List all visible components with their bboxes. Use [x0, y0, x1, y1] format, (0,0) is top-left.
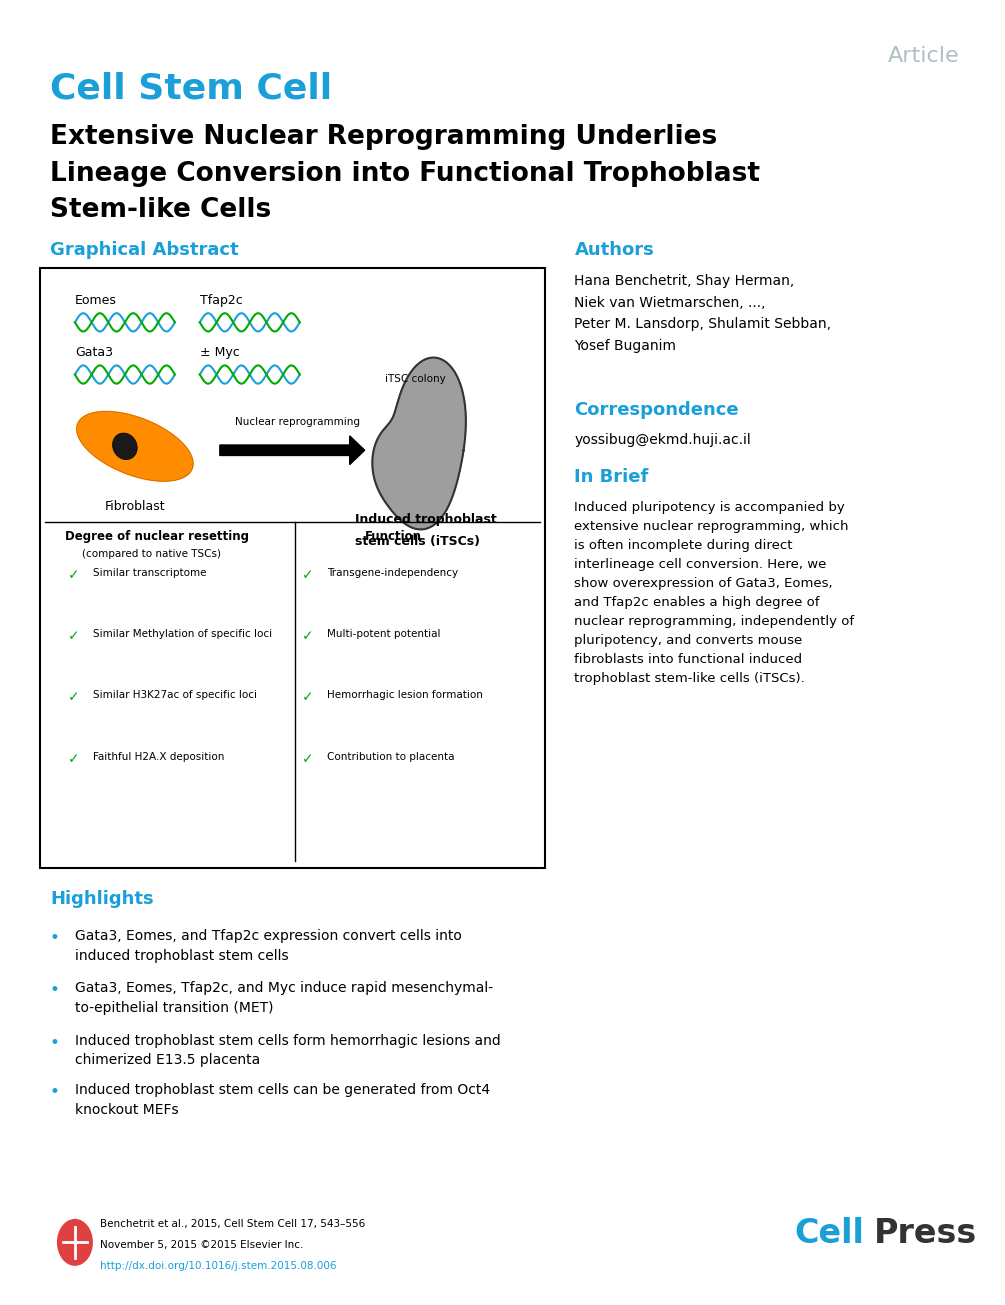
Text: Graphical Abstract: Graphical Abstract [50, 241, 238, 260]
Text: Similar H3K27ac of specific loci: Similar H3K27ac of specific loci [92, 690, 257, 701]
Text: Degree of nuclear resetting: Degree of nuclear resetting [65, 530, 249, 543]
Text: http://dx.doi.org/10.1016/j.stem.2015.08.006: http://dx.doi.org/10.1016/j.stem.2015.08… [99, 1261, 337, 1271]
Text: Lineage Conversion into Functional Trophoblast: Lineage Conversion into Functional Troph… [50, 161, 760, 187]
Text: Contribution to placenta: Contribution to placenta [327, 752, 454, 762]
Text: Article: Article [887, 46, 959, 65]
Text: Cell Stem Cell: Cell Stem Cell [50, 72, 332, 106]
Text: Highlights: Highlights [50, 890, 154, 908]
Text: Hana Benchetrit, Shay Herman,
Niek van Wietmarschen, ...,
Peter M. Lansdorp, Shu: Hana Benchetrit, Shay Herman, Niek van W… [575, 274, 831, 354]
FancyBboxPatch shape [40, 268, 545, 868]
Text: November 5, 2015 ©2015 Elsevier Inc.: November 5, 2015 ©2015 Elsevier Inc. [99, 1240, 304, 1250]
Text: Benchetrit et al., 2015, Cell Stem Cell 17, 543–556: Benchetrit et al., 2015, Cell Stem Cell … [99, 1219, 365, 1229]
Text: Correspondence: Correspondence [575, 401, 739, 419]
Text: ✓: ✓ [302, 752, 314, 766]
Polygon shape [372, 358, 466, 530]
Text: Induced trophoblast stem cells form hemorrhagic lesions and
chimerized E13.5 pla: Induced trophoblast stem cells form hemo… [75, 1034, 500, 1067]
Text: Tfap2c: Tfap2c [200, 294, 242, 307]
Text: ✓: ✓ [302, 568, 314, 582]
Text: Similar Methylation of specific loci: Similar Methylation of specific loci [92, 629, 272, 639]
Text: Eomes: Eomes [75, 294, 117, 307]
Text: stem cells (iTSCs): stem cells (iTSCs) [355, 535, 479, 548]
Text: Similar transcriptome: Similar transcriptome [92, 568, 206, 578]
Text: Induced pluripotency is accompanied by
extensive nuclear reprogramming, which
is: Induced pluripotency is accompanied by e… [575, 501, 854, 685]
Text: Cell: Cell [794, 1216, 864, 1250]
Text: ✓: ✓ [302, 629, 314, 643]
Text: •: • [50, 981, 60, 1000]
Text: Faithful H2A.X deposition: Faithful H2A.X deposition [92, 752, 224, 762]
Text: •: • [50, 1083, 60, 1101]
Text: ✓: ✓ [68, 629, 79, 643]
Text: •: • [50, 929, 60, 947]
Text: •: • [50, 1034, 60, 1052]
Text: ✓: ✓ [68, 752, 79, 766]
Text: (compared to native TSCs): (compared to native TSCs) [82, 549, 221, 560]
Circle shape [57, 1219, 92, 1266]
Text: Induced trophoblast stem cells can be generated from Oct4
knockout MEFs: Induced trophoblast stem cells can be ge… [75, 1083, 490, 1117]
Text: Hemorrhagic lesion formation: Hemorrhagic lesion formation [327, 690, 482, 701]
Text: ✓: ✓ [68, 690, 79, 705]
Text: Extensive Nuclear Reprogramming Underlies: Extensive Nuclear Reprogramming Underlie… [50, 124, 718, 150]
Polygon shape [76, 411, 193, 482]
Text: Press: Press [874, 1216, 978, 1250]
Text: Multi-potent potential: Multi-potent potential [327, 629, 440, 639]
Ellipse shape [113, 433, 138, 459]
Text: ± Myc: ± Myc [200, 346, 239, 359]
Text: Fibroblast: Fibroblast [105, 500, 166, 513]
Text: Gata3, Eomes, and Tfap2c expression convert cells into
induced trophoblast stem : Gata3, Eomes, and Tfap2c expression conv… [75, 929, 462, 963]
FancyArrow shape [220, 436, 365, 465]
Text: In Brief: In Brief [575, 468, 649, 487]
Text: Function: Function [365, 530, 422, 543]
Text: Transgene-independency: Transgene-independency [327, 568, 458, 578]
Text: iTSC colony: iTSC colony [385, 373, 445, 384]
Text: Gata3: Gata3 [75, 346, 113, 359]
Text: Stem-like Cells: Stem-like Cells [50, 197, 271, 223]
Text: yossibug@ekmd.huji.ac.il: yossibug@ekmd.huji.ac.il [575, 433, 752, 448]
Text: Induced trophoblast: Induced trophoblast [355, 513, 496, 526]
Text: Nuclear reprogramming: Nuclear reprogramming [235, 416, 360, 427]
Text: Authors: Authors [575, 241, 654, 260]
Text: Gata3, Eomes, Tfap2c, and Myc induce rapid mesenchymal-
to-epithelial transition: Gata3, Eomes, Tfap2c, and Myc induce rap… [75, 981, 493, 1015]
Text: ✓: ✓ [302, 690, 314, 705]
Text: ✓: ✓ [68, 568, 79, 582]
